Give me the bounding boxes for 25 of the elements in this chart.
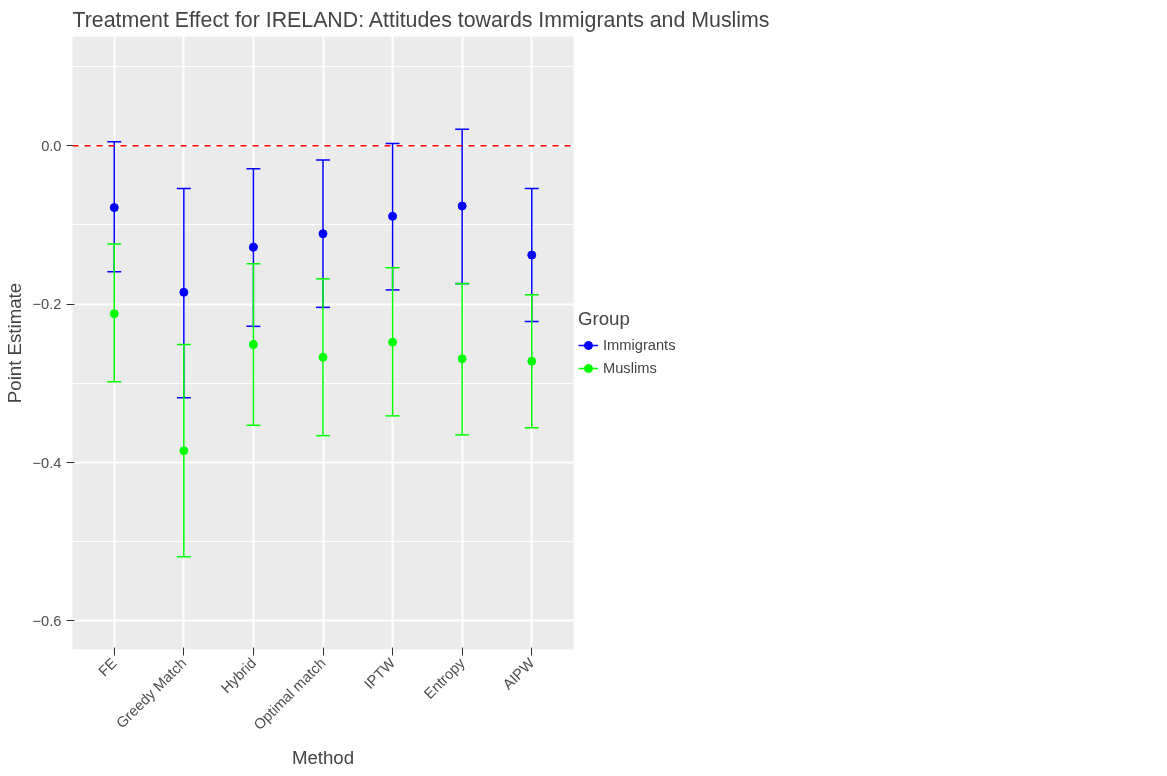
legend-title: Group xyxy=(578,307,631,330)
point xyxy=(457,354,467,364)
x-tick-label: FE xyxy=(95,654,121,680)
point xyxy=(388,211,398,221)
point xyxy=(179,287,189,297)
legend-label: Muslims xyxy=(603,359,657,376)
point xyxy=(388,337,398,347)
point xyxy=(109,203,119,213)
point xyxy=(318,229,328,239)
legend-label: Immigrants xyxy=(603,336,676,353)
y-tick-label: −0.4 xyxy=(32,454,62,471)
point xyxy=(248,242,258,252)
y-tick-label: −0.6 xyxy=(32,612,62,629)
chart-title: Treatment Effect for IRELAND: Attitudes towards Immigrants and Muslims xyxy=(72,7,770,32)
point xyxy=(457,201,467,211)
x-axis-title: Method xyxy=(291,746,355,768)
point xyxy=(527,250,537,260)
point xyxy=(109,309,119,319)
point xyxy=(527,356,537,366)
point xyxy=(318,352,328,362)
y-axis-title: Point Estimate xyxy=(3,282,25,404)
y-tick-label: 0.0 xyxy=(41,137,62,154)
point xyxy=(179,446,189,456)
y-tick-label: −0.2 xyxy=(32,296,62,313)
point xyxy=(248,340,258,350)
